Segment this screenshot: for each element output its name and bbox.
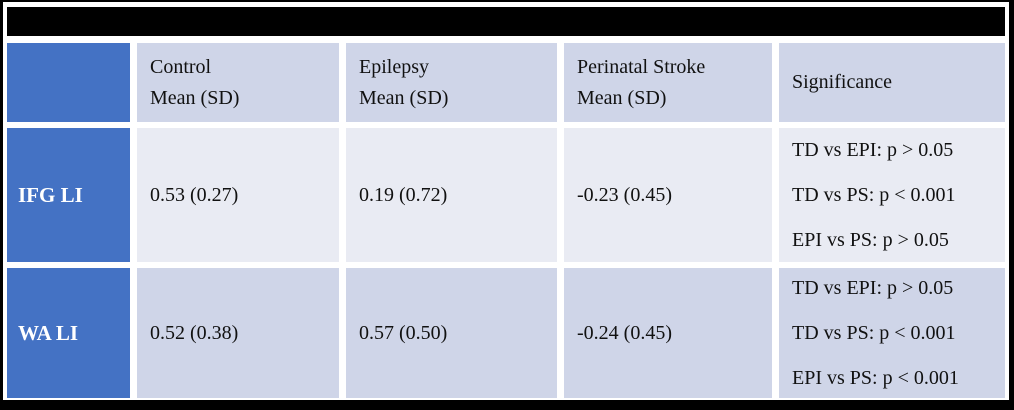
- row-header-wa-li: WA LI: [7, 268, 130, 398]
- col-header-control-line1: Control: [150, 55, 212, 78]
- col-header-perinatal-stroke-line2: Mean (SD): [577, 86, 667, 109]
- significance-line: TD vs PS: p < 0.001: [792, 184, 956, 206]
- cell-wa-perinatal-stroke: -0.24 (0.45): [564, 268, 772, 398]
- col-header-significance-line1: Significance: [792, 71, 892, 93]
- significance-line: TD vs PS: p < 0.001: [792, 322, 956, 344]
- col-header-perinatal-stroke-line1: Perinatal Stroke: [577, 55, 706, 78]
- cell-ifg-significance: TD vs EPI: p > 0.05 TD vs PS: p < 0.001 …: [779, 128, 1005, 262]
- row-header-ifg-li: IFG LI: [7, 128, 130, 262]
- col-header-significance: Significance: [779, 43, 1005, 122]
- col-header-perinatal-stroke: Perinatal Stroke Mean (SD): [564, 43, 772, 122]
- cell-wa-epilepsy: 0.57 (0.50): [346, 268, 557, 398]
- significance-line: EPI vs PS: p < 0.001: [792, 367, 959, 389]
- cell-wa-significance: TD vs EPI: p > 0.05 TD vs PS: p < 0.001 …: [779, 268, 1005, 398]
- col-header-epilepsy-line1: Epilepsy: [359, 55, 429, 78]
- table-title-bar: [7, 7, 1005, 36]
- significance-line: EPI vs PS: p > 0.05: [792, 229, 949, 251]
- cell-wa-control: 0.52 (0.38): [137, 268, 339, 398]
- cell-ifg-epilepsy: 0.19 (0.72): [346, 128, 557, 262]
- col-header-control-line2: Mean (SD): [150, 86, 240, 109]
- col-header-epilepsy-line2: Mean (SD): [359, 86, 449, 109]
- cell-ifg-perinatal-stroke: -0.23 (0.45): [564, 128, 772, 262]
- table-grid: Control Mean (SD) Epilepsy Mean (SD) Per…: [7, 43, 1005, 398]
- significance-line: TD vs EPI: p > 0.05: [792, 277, 954, 299]
- cell-ifg-control: 0.53 (0.27): [137, 128, 339, 262]
- col-header-epilepsy: Epilepsy Mean (SD): [346, 43, 557, 122]
- significance-line: TD vs EPI: p > 0.05: [792, 139, 954, 161]
- corner-cell: [7, 43, 130, 122]
- col-header-control: Control Mean (SD): [137, 43, 339, 122]
